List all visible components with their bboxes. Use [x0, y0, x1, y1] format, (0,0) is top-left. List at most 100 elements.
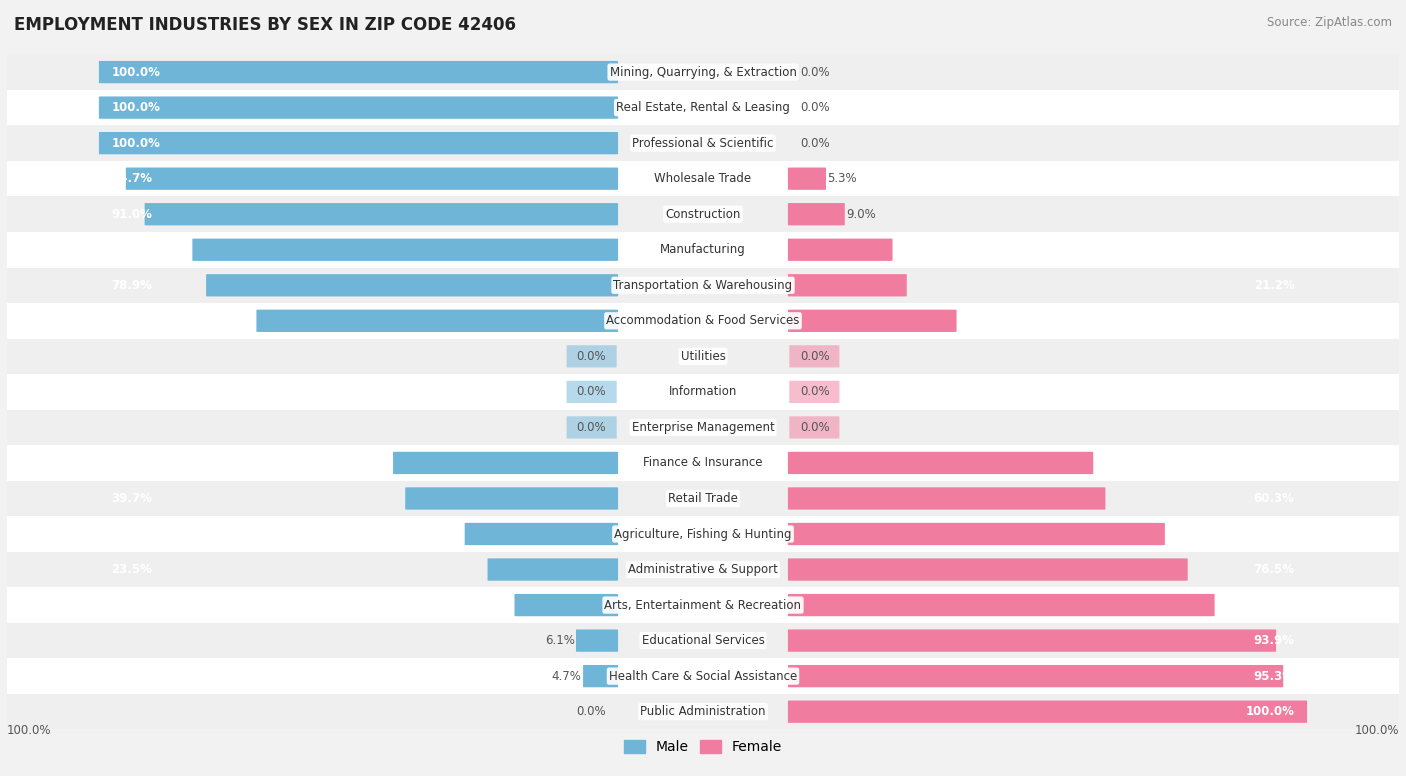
Text: Construction: Construction — [665, 208, 741, 220]
FancyBboxPatch shape — [787, 487, 1105, 510]
FancyBboxPatch shape — [576, 629, 619, 652]
Text: 100.0%: 100.0% — [111, 66, 160, 78]
FancyBboxPatch shape — [125, 168, 619, 190]
Text: Enterprise Management: Enterprise Management — [631, 421, 775, 434]
Text: 94.7%: 94.7% — [111, 172, 152, 185]
Text: Utilities: Utilities — [681, 350, 725, 363]
Text: 72.0%: 72.0% — [1254, 528, 1295, 541]
FancyBboxPatch shape — [7, 196, 1399, 232]
Text: 69.0%: 69.0% — [111, 314, 152, 327]
FancyBboxPatch shape — [7, 126, 1399, 161]
Text: Arts, Entertainment & Recreation: Arts, Entertainment & Recreation — [605, 598, 801, 611]
FancyBboxPatch shape — [394, 452, 619, 474]
FancyBboxPatch shape — [7, 90, 1399, 126]
Text: 6.1%: 6.1% — [544, 634, 575, 647]
FancyBboxPatch shape — [7, 658, 1399, 694]
Text: 81.8%: 81.8% — [1254, 598, 1295, 611]
Text: Wholesale Trade: Wholesale Trade — [654, 172, 752, 185]
FancyBboxPatch shape — [787, 665, 1284, 688]
Text: 57.9%: 57.9% — [1254, 456, 1295, 469]
Text: 0.0%: 0.0% — [800, 350, 830, 363]
Text: Information: Information — [669, 386, 737, 398]
Text: 4.7%: 4.7% — [551, 670, 582, 683]
Text: 100.0%: 100.0% — [111, 137, 160, 150]
FancyBboxPatch shape — [7, 54, 1399, 90]
FancyBboxPatch shape — [256, 310, 619, 332]
FancyBboxPatch shape — [98, 96, 619, 119]
FancyBboxPatch shape — [7, 410, 1399, 445]
Text: Retail Trade: Retail Trade — [668, 492, 738, 505]
FancyBboxPatch shape — [789, 381, 839, 403]
Text: 100.0%: 100.0% — [7, 724, 52, 736]
FancyBboxPatch shape — [787, 701, 1308, 722]
Text: 5.3%: 5.3% — [827, 172, 858, 185]
Text: 0.0%: 0.0% — [576, 421, 606, 434]
FancyBboxPatch shape — [787, 523, 1164, 546]
FancyBboxPatch shape — [7, 587, 1399, 623]
Text: Administrative & Support: Administrative & Support — [628, 563, 778, 576]
Text: 39.7%: 39.7% — [111, 492, 152, 505]
FancyBboxPatch shape — [7, 268, 1399, 303]
Text: 0.0%: 0.0% — [800, 386, 830, 398]
FancyBboxPatch shape — [207, 274, 619, 296]
Text: 0.0%: 0.0% — [576, 386, 606, 398]
FancyBboxPatch shape — [789, 345, 839, 368]
Text: 100.0%: 100.0% — [111, 101, 160, 114]
Text: 81.6%: 81.6% — [111, 243, 152, 256]
FancyBboxPatch shape — [145, 203, 619, 225]
Text: 31.0%: 31.0% — [1254, 314, 1295, 327]
Text: Public Administration: Public Administration — [640, 705, 766, 718]
FancyBboxPatch shape — [787, 203, 845, 225]
FancyBboxPatch shape — [7, 374, 1399, 410]
FancyBboxPatch shape — [567, 381, 617, 403]
FancyBboxPatch shape — [789, 416, 839, 438]
FancyBboxPatch shape — [193, 238, 619, 261]
Text: 0.0%: 0.0% — [800, 421, 830, 434]
FancyBboxPatch shape — [7, 161, 1399, 196]
Text: 18.4%: 18.4% — [1254, 243, 1295, 256]
Text: Real Estate, Rental & Leasing: Real Estate, Rental & Leasing — [616, 101, 790, 114]
Text: 21.2%: 21.2% — [1254, 279, 1295, 292]
FancyBboxPatch shape — [787, 629, 1277, 652]
FancyBboxPatch shape — [7, 623, 1399, 658]
FancyBboxPatch shape — [7, 445, 1399, 480]
FancyBboxPatch shape — [787, 238, 893, 261]
FancyBboxPatch shape — [7, 338, 1399, 374]
FancyBboxPatch shape — [787, 594, 1215, 616]
Text: 60.3%: 60.3% — [1254, 492, 1295, 505]
FancyBboxPatch shape — [787, 168, 825, 190]
Text: 0.0%: 0.0% — [800, 137, 830, 150]
FancyBboxPatch shape — [98, 132, 619, 154]
FancyBboxPatch shape — [787, 452, 1094, 474]
Text: 0.0%: 0.0% — [800, 66, 830, 78]
Text: 95.3%: 95.3% — [1254, 670, 1295, 683]
FancyBboxPatch shape — [787, 559, 1188, 580]
FancyBboxPatch shape — [7, 232, 1399, 268]
Text: 28.0%: 28.0% — [111, 528, 152, 541]
FancyBboxPatch shape — [515, 594, 619, 616]
FancyBboxPatch shape — [7, 552, 1399, 587]
FancyBboxPatch shape — [405, 487, 619, 510]
Text: 91.0%: 91.0% — [111, 208, 152, 220]
Text: 0.0%: 0.0% — [800, 101, 830, 114]
Text: Transportation & Warehousing: Transportation & Warehousing — [613, 279, 793, 292]
FancyBboxPatch shape — [567, 345, 617, 368]
Text: 76.5%: 76.5% — [1254, 563, 1295, 576]
Text: EMPLOYMENT INDUSTRIES BY SEX IN ZIP CODE 42406: EMPLOYMENT INDUSTRIES BY SEX IN ZIP CODE… — [14, 16, 516, 33]
Text: 9.0%: 9.0% — [846, 208, 876, 220]
Text: Agriculture, Fishing & Hunting: Agriculture, Fishing & Hunting — [614, 528, 792, 541]
FancyBboxPatch shape — [787, 274, 907, 296]
FancyBboxPatch shape — [787, 310, 956, 332]
Text: Source: ZipAtlas.com: Source: ZipAtlas.com — [1267, 16, 1392, 29]
Legend: Male, Female: Male, Female — [619, 735, 787, 760]
Text: 23.5%: 23.5% — [111, 563, 152, 576]
FancyBboxPatch shape — [488, 559, 619, 580]
Text: 0.0%: 0.0% — [576, 705, 606, 718]
Text: 42.1%: 42.1% — [111, 456, 152, 469]
Text: Educational Services: Educational Services — [641, 634, 765, 647]
Text: 100.0%: 100.0% — [1246, 705, 1295, 718]
FancyBboxPatch shape — [7, 303, 1399, 338]
FancyBboxPatch shape — [98, 61, 619, 83]
Text: Manufacturing: Manufacturing — [661, 243, 745, 256]
FancyBboxPatch shape — [567, 416, 617, 438]
